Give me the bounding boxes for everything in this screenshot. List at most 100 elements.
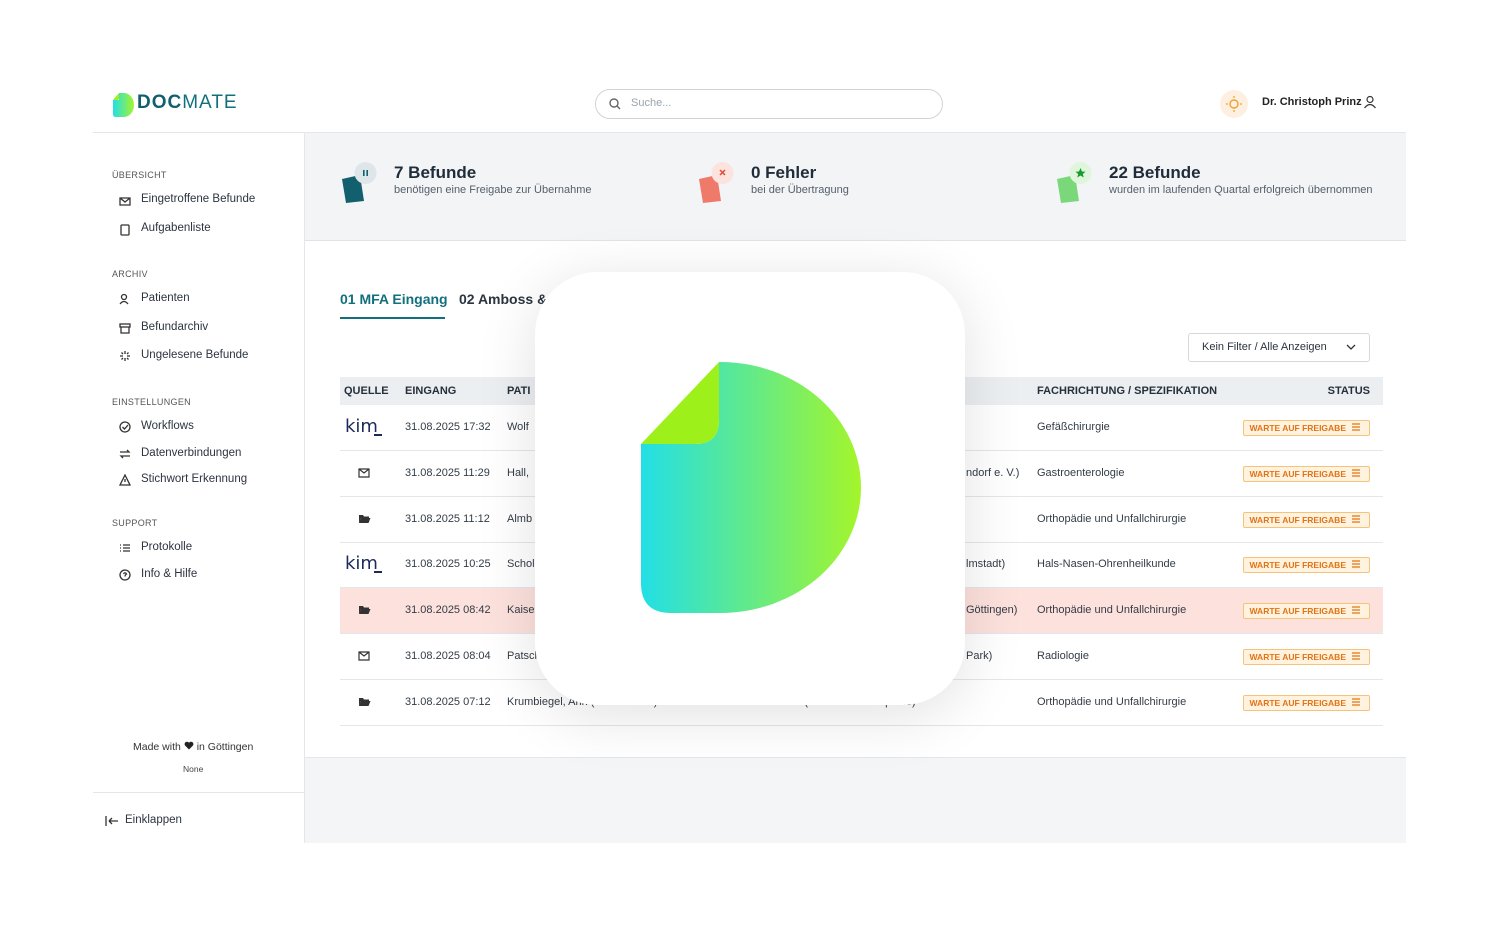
- sidebar-section-title: SUPPORT: [112, 518, 158, 528]
- sidebar-section-title: ÜBERSICHT: [112, 170, 167, 180]
- status-badge[interactable]: WARTE AUF FREIGABE: [1242, 694, 1370, 711]
- sidebar-item[interactable]: Eingetroffene Befunde: [141, 193, 256, 205]
- received-date: 31.08.2025 11:29: [405, 466, 490, 479]
- sidebar-icon: [119, 568, 131, 581]
- made-with-text: Made with: [133, 741, 181, 753]
- status-text: WARTE AUF FREIGABE: [1249, 697, 1347, 708]
- stats-bar: [305, 133, 1406, 241]
- content-footer: [305, 757, 1406, 843]
- patient-name: Patsch: [507, 650, 541, 662]
- sidebar-item[interactable]: Protokolle: [141, 541, 193, 553]
- sidebar-icon: [119, 449, 131, 458]
- sidebar-footer-border: [93, 792, 304, 793]
- user-icon: [1364, 95, 1376, 109]
- stat-icon: [699, 162, 734, 203]
- specialty: Orthopädie und Unfallchirurgie: [1037, 604, 1187, 617]
- search-placeholder: Suche...: [631, 97, 672, 109]
- sidebar-item[interactable]: Ungelesene Befunde: [141, 349, 249, 361]
- sidebar-item[interactable]: Befundarchiv: [141, 320, 209, 333]
- status-badge[interactable]: WARTE AUF FREIGABE: [1242, 420, 1370, 436]
- specialty: Gastroenterologie: [1037, 466, 1125, 479]
- filter-dropdown[interactable]: Kein Filter / Alle Anzeigen: [1188, 333, 1370, 362]
- status-icon: [1352, 698, 1360, 706]
- sidebar-icon: [119, 322, 131, 334]
- app-window: DOCMATE Suche... Dr. Christoph Prinz 7 M…: [93, 75, 1406, 843]
- status-text: WARTE AUF FREIGABE: [1249, 560, 1347, 571]
- sidebar-icon: [120, 223, 130, 236]
- sidebar-icon: [119, 421, 131, 433]
- sidebar-icon: [120, 351, 130, 361]
- received-date: 31.08.2025 17:32: [405, 421, 491, 433]
- tab-active[interactable]: 01 MFA Eingang: [340, 291, 448, 307]
- sidebar-section-title: ARCHIV: [112, 269, 148, 279]
- patient-name: Schol: [507, 558, 535, 571]
- status-icon: [1352, 606, 1360, 614]
- status-text: WARTE AUF FREIGABE: [1249, 514, 1347, 525]
- user-name[interactable]: Dr. Christoph Prinz: [1262, 96, 1362, 108]
- column-header: EINGANG: [405, 385, 457, 397]
- patient-name: Almb: [507, 512, 533, 525]
- app-icon: [641, 362, 861, 613]
- sidebar-icon: [119, 197, 131, 206]
- app-icon-card: [535, 272, 965, 705]
- logo-bold: DOC: [137, 92, 183, 113]
- sidebar-item[interactable]: Stichwort Erkennung: [141, 473, 248, 485]
- received-date: 31.08.2025 08:04: [405, 650, 491, 662]
- sender: ndorf e. V.): [966, 466, 1020, 479]
- column-header: FACHRICHTUNG / SPEZIFIKATION: [1037, 385, 1218, 397]
- stat-title: 0 Fehler: [751, 163, 817, 182]
- logo-icon: [113, 93, 134, 117]
- column-header: PATI: [507, 385, 531, 397]
- tab-underline: [340, 317, 445, 319]
- sidebar-item[interactable]: Workflows: [141, 420, 194, 432]
- version: None: [183, 764, 204, 774]
- mail-icon: [358, 468, 370, 478]
- specialty: Orthopädie und Unfallchirurgie: [1037, 512, 1187, 525]
- sidebar-section-title: EINSTELLUNGEN: [112, 397, 191, 407]
- sidebar-item[interactable]: Datenverbindungen: [141, 446, 242, 459]
- stat-icon: [1057, 162, 1092, 203]
- row-border: [340, 724, 1383, 726]
- source-underline: [374, 571, 382, 573]
- received-date: 31.08.2025 10:25: [405, 558, 491, 571]
- source-underline: [374, 434, 382, 436]
- stat-icon: [342, 162, 377, 203]
- status-text: WARTE AUF FREIGABE: [1249, 652, 1347, 662]
- status-text: WARTE AUF FREIGABE: [1249, 423, 1347, 433]
- collapse-icon: [105, 816, 118, 826]
- column-header: STATUS: [1327, 385, 1370, 397]
- collapse-button[interactable]: Einklappen: [125, 814, 182, 826]
- source-logo: kim: [345, 416, 378, 437]
- stat-title: 7 Befunde: [394, 163, 477, 182]
- made-with: Made with in Göttingen: [133, 741, 253, 753]
- status-badge[interactable]: WARTE AUF FREIGABE: [1242, 511, 1370, 528]
- stat-subtitle: wurden im laufenden Quartal erfolgreich …: [1109, 184, 1373, 196]
- heart-icon: [184, 741, 194, 750]
- status-icon: [1352, 469, 1360, 477]
- sidebar-item[interactable]: Patienten: [141, 292, 190, 304]
- chevron: [1346, 344, 1356, 350]
- theme-toggle[interactable]: [1219, 89, 1249, 119]
- received-date: 31.08.2025 11:12: [405, 512, 490, 525]
- status-badge[interactable]: WARTE AUF FREIGABE: [1242, 465, 1370, 482]
- status-text: WARTE AUF FREIGABE: [1249, 606, 1347, 617]
- location-text: in Göttingen: [196, 741, 254, 753]
- sidebar-item[interactable]: Aufgabenliste: [141, 221, 211, 234]
- status-badge[interactable]: WARTE AUF FREIGABE: [1242, 557, 1370, 574]
- status-badge[interactable]: WARTE AUF FREIGABE: [1242, 603, 1370, 620]
- sidebar-item[interactable]: Info & Hilfe: [141, 567, 198, 580]
- stat-title: 22 Befunde: [1109, 163, 1201, 182]
- sender: lmstadt): [966, 558, 1006, 571]
- received-date: 31.08.2025 08:42: [405, 604, 491, 617]
- status-icon: [1352, 514, 1360, 523]
- tab[interactable]: 02 Amboss &: [459, 291, 548, 307]
- source-logo: kim: [345, 553, 378, 575]
- search-box[interactable]: Suche...: [595, 89, 943, 119]
- filter-label: Kein Filter / Alle Anzeigen: [1202, 341, 1327, 353]
- search-icon: [609, 98, 621, 110]
- folder-icon: [359, 606, 371, 615]
- sender: Park): [966, 650, 993, 662]
- status-text: WARTE AUF FREIGABE: [1249, 468, 1347, 479]
- status-badge[interactable]: WARTE AUF FREIGABE: [1242, 649, 1370, 665]
